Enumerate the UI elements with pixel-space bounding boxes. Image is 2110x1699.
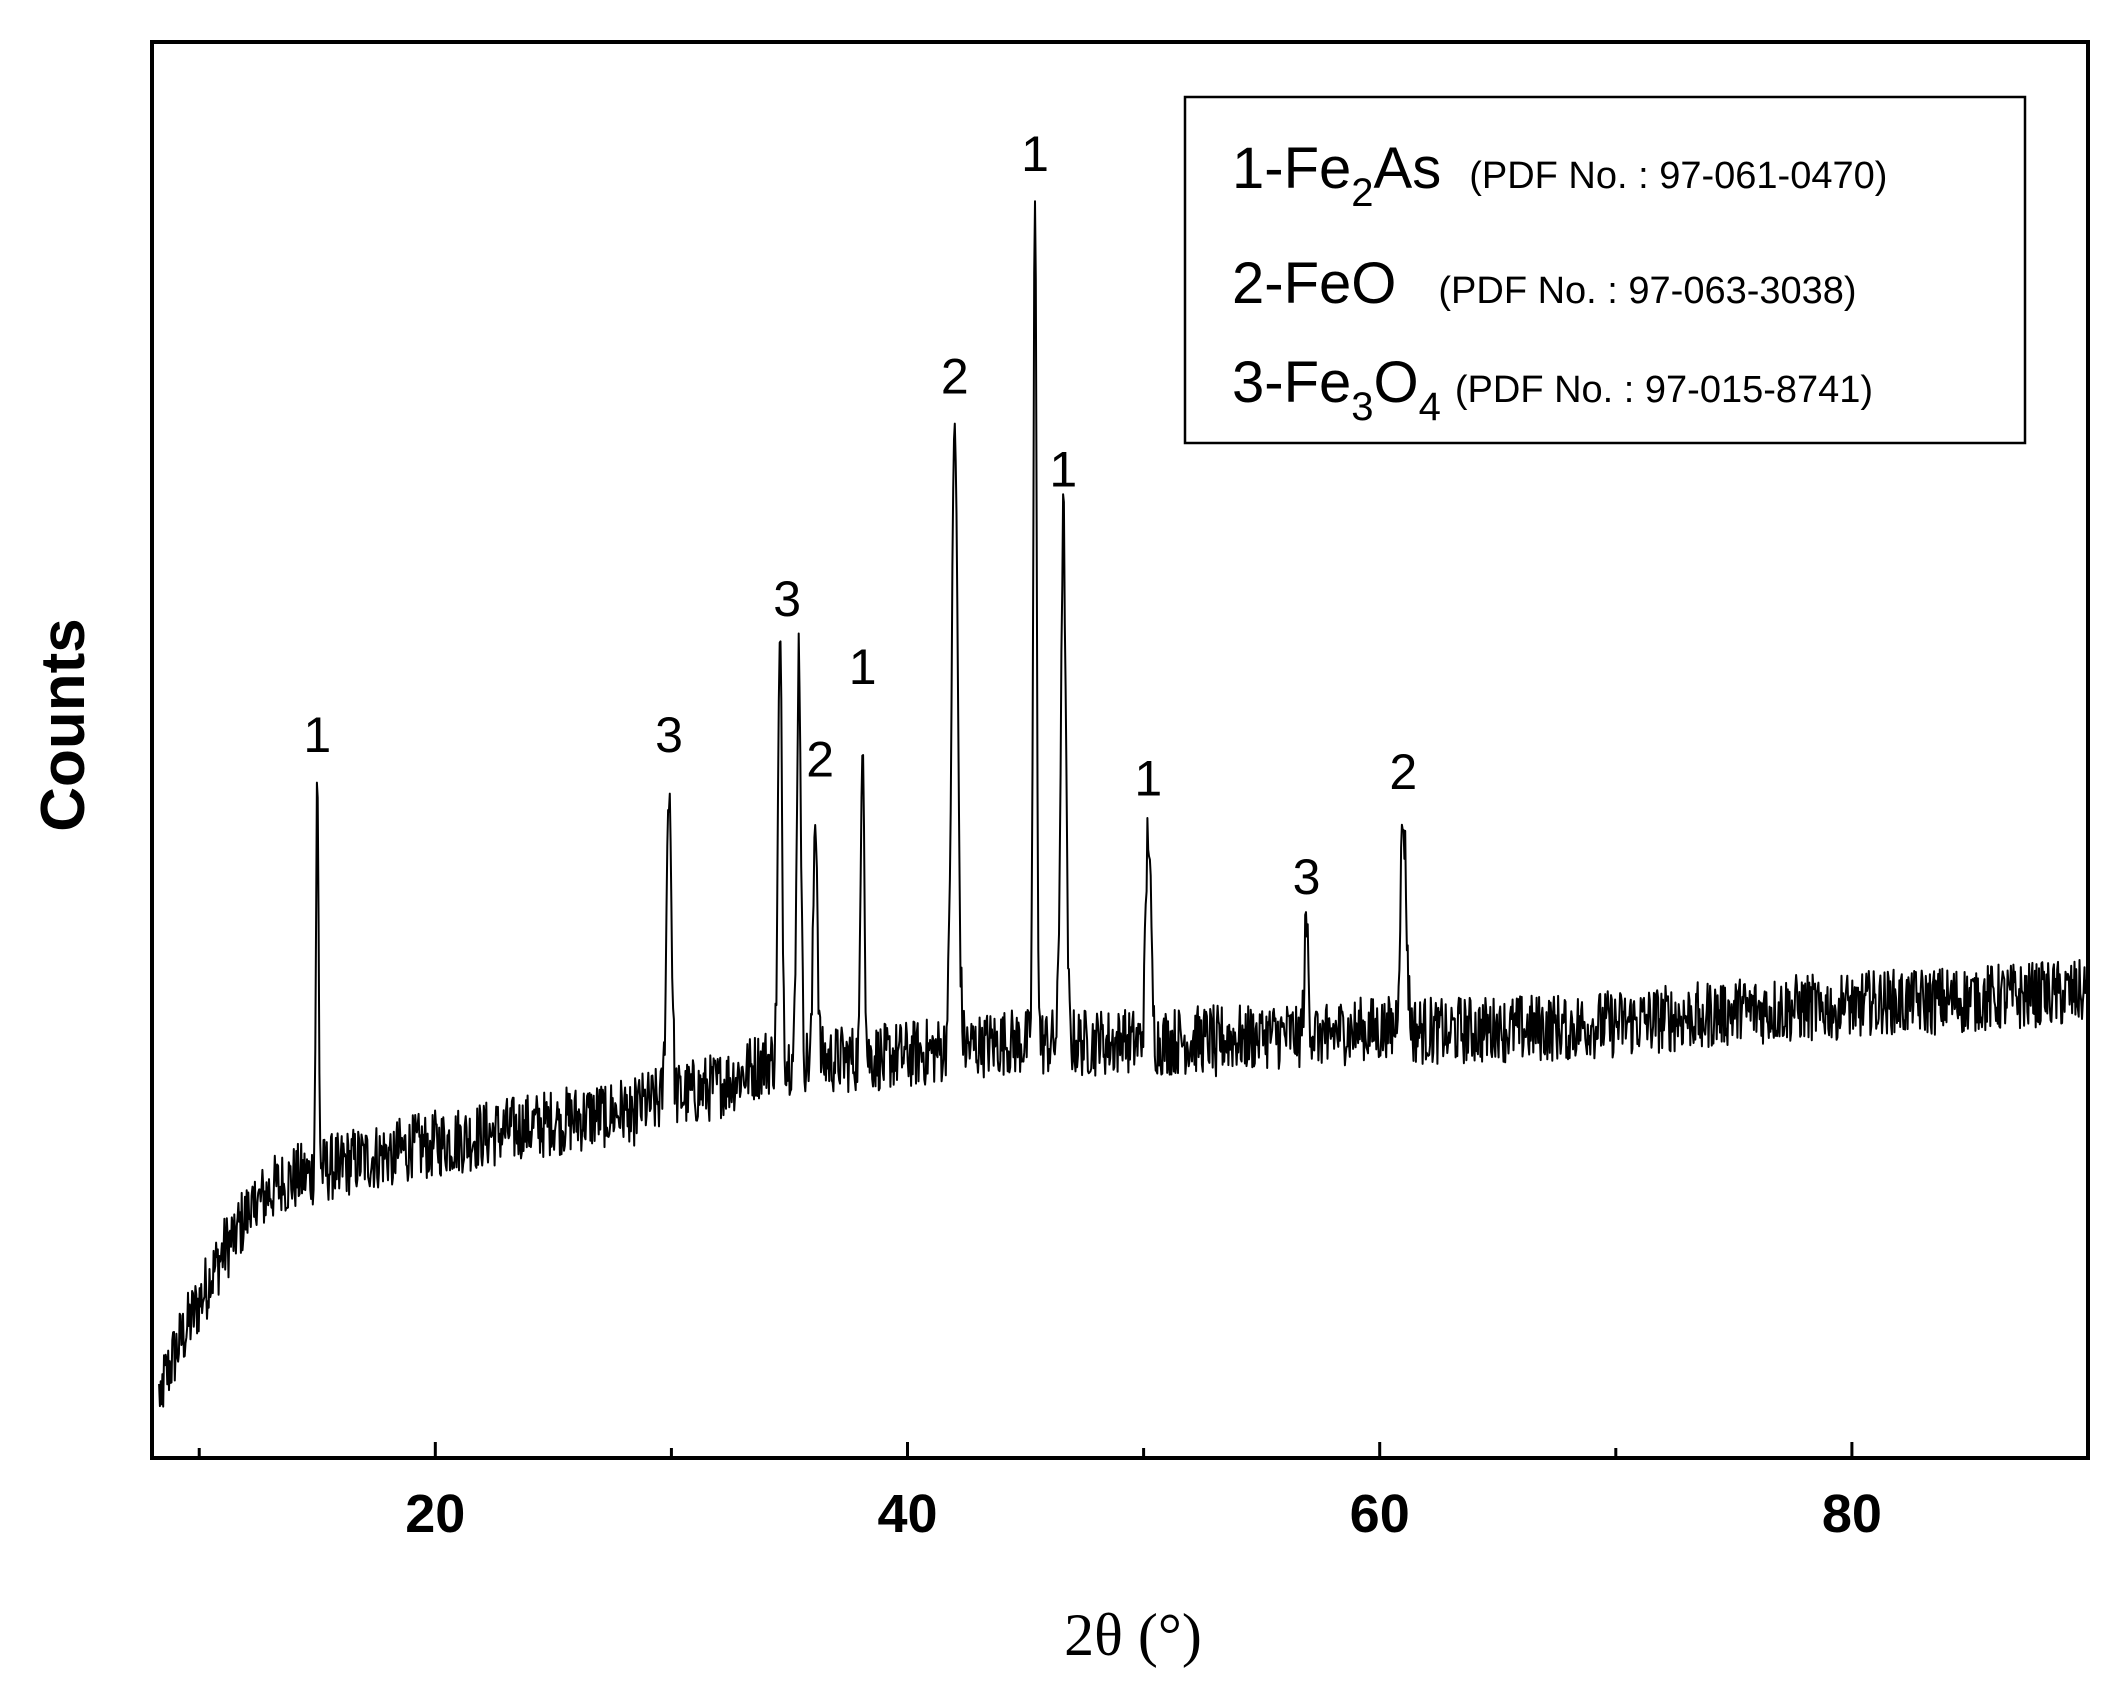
- xrd-pattern-line: [158, 200, 2089, 1408]
- legend-box: [1183, 95, 2027, 445]
- x-tick-label: 20: [405, 1484, 465, 1544]
- peak-label: 1: [849, 639, 877, 695]
- peak-label: 2: [1389, 744, 1417, 800]
- peak-label: 1: [1021, 126, 1049, 182]
- peak-label: 1: [303, 707, 331, 763]
- plot-layer: [158, 200, 2089, 1408]
- peak-label: 3: [1293, 849, 1321, 905]
- peak-label: 1: [1134, 750, 1162, 806]
- legend-entry-1: 1-Fe2As (PDF No. : 97-061-0470): [1232, 136, 1887, 215]
- peak-label: 2: [806, 732, 834, 788]
- legend-entry-3: 3-Fe3O4 (PDF No. : 97-015-8741): [1232, 350, 1873, 429]
- legend: 1-Fe2As (PDF No. : 97-061-0470) 2-FeO (PDF…: [1183, 95, 2027, 445]
- peak-label: 3: [773, 571, 801, 627]
- tick-layer: 20 40 60 80: [197, 1442, 2090, 1544]
- x-tick-label: 80: [1822, 1484, 1882, 1544]
- peak-label: 2: [941, 349, 969, 405]
- peak-label: 3: [655, 707, 683, 763]
- x-tick-label: 40: [877, 1484, 937, 1544]
- plot-frame: [150, 40, 2090, 1460]
- peak-label: 1: [1049, 441, 1077, 497]
- x-axis-label: 2θ (°): [1064, 1602, 1202, 1668]
- y-axis-label: Counts: [29, 618, 98, 832]
- x-tick-label: 60: [1350, 1484, 1410, 1544]
- legend-entry-2: 2-FeO (PDF No. : 97-063-3038): [1232, 251, 1857, 316]
